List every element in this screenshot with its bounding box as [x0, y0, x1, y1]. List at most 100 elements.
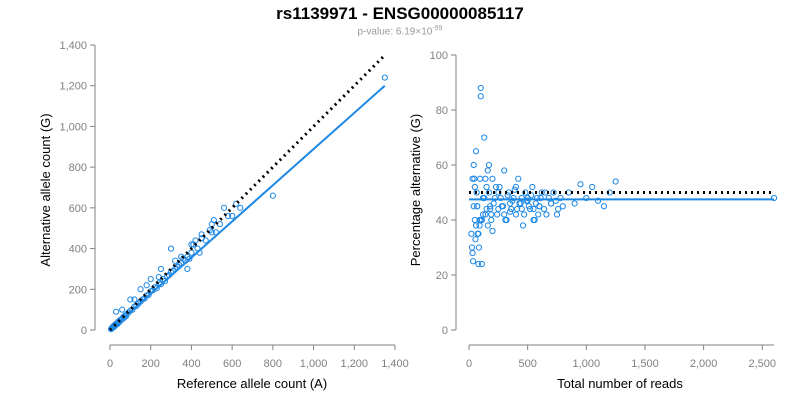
- data-point: [530, 216, 537, 224]
- x-tick-label: 1,000: [573, 358, 601, 370]
- data-point: [499, 203, 507, 210]
- data-point: [495, 205, 502, 213]
- data-point: [220, 204, 228, 211]
- y-tick-label: 80: [436, 105, 448, 117]
- data-point: [536, 203, 543, 210]
- data-point: [481, 194, 488, 202]
- data-point: [198, 231, 205, 238]
- y-tick-label: 100: [430, 50, 448, 62]
- data-point: [488, 216, 495, 224]
- data-point: [471, 183, 478, 191]
- y-axis-label: Percentage alternative (G): [408, 114, 423, 266]
- data-point: [471, 216, 478, 224]
- data-point: [577, 181, 584, 188]
- data-point: [131, 296, 138, 303]
- data-point: [184, 265, 191, 273]
- data-point: [513, 205, 521, 213]
- y-tick-label: 800: [69, 162, 87, 174]
- data-point: [491, 194, 498, 202]
- y-tick-label: 600: [69, 203, 87, 215]
- data-point: [545, 194, 552, 202]
- data-point: [477, 175, 484, 182]
- data-point: [161, 278, 169, 285]
- x-tick-label: 200: [142, 358, 160, 370]
- data-point: [167, 245, 175, 252]
- data-point: [468, 244, 476, 251]
- y-axis-label: Alternative allele count (G): [38, 113, 53, 266]
- data-point: [153, 285, 160, 292]
- x-tick-label: 0: [466, 358, 472, 370]
- y-tick-label: 1,400: [59, 40, 87, 52]
- x-tick-label: 0: [107, 358, 113, 370]
- p-value-subtitle: p-value: 6.19×10-99: [0, 25, 800, 37]
- data-point: [538, 189, 545, 196]
- data-point: [472, 148, 480, 155]
- y-tick-label: 60: [436, 160, 448, 172]
- data-point: [478, 260, 486, 268]
- data-point: [475, 230, 482, 237]
- data-point: [552, 197, 559, 204]
- data-point: [475, 244, 483, 251]
- data-point: [492, 183, 500, 191]
- data-point: [489, 175, 496, 182]
- y-tick-label: 20: [436, 270, 448, 282]
- data-point: [137, 286, 144, 293]
- data-point: [479, 211, 487, 218]
- data-point: [206, 227, 213, 234]
- data-point: [147, 276, 154, 283]
- data-point: [381, 74, 388, 81]
- y-tick-label: 0: [442, 325, 448, 337]
- data-point: [594, 197, 602, 204]
- data-point: [516, 200, 523, 207]
- data-point: [518, 205, 525, 213]
- x-tick-label: 2,500: [749, 358, 777, 370]
- data-point: [557, 194, 564, 202]
- data-point: [521, 211, 528, 218]
- data-point: [474, 203, 481, 210]
- data-point: [143, 282, 150, 289]
- data-point: [497, 194, 504, 202]
- x-tick-label: 400: [182, 358, 200, 370]
- data-point: [537, 194, 544, 202]
- data-point: [504, 192, 511, 199]
- data-point: [468, 230, 475, 237]
- data-point: [485, 161, 493, 169]
- data-point: [506, 208, 514, 215]
- reference-line: [108, 54, 386, 332]
- data-point: [210, 216, 217, 224]
- data-point: [485, 189, 493, 196]
- scatter-panel-right: 0 20 40 60 80 100 0 500 1,000 1,500 2,000 2,500 Tota…: [408, 50, 778, 391]
- data-point: [476, 222, 483, 229]
- data-point: [188, 241, 195, 248]
- data-point: [469, 249, 476, 257]
- data-point: [496, 183, 503, 191]
- data-point: [511, 186, 518, 193]
- data-point: [548, 200, 555, 207]
- data-point: [512, 211, 520, 218]
- data-point: [172, 257, 179, 264]
- data-point: [198, 235, 205, 242]
- data-point: [113, 308, 120, 315]
- data-point: [501, 211, 508, 218]
- data-point: [472, 222, 480, 229]
- data-point: [532, 200, 539, 207]
- data-point: [509, 197, 516, 204]
- data-point: [515, 175, 522, 182]
- x-tick-label: 1,000: [300, 358, 328, 370]
- y-tick-label: 1,000: [59, 121, 87, 133]
- data-point: [533, 194, 541, 202]
- data-point: [490, 200, 497, 207]
- data-point: [229, 212, 236, 220]
- data-point: [477, 84, 484, 92]
- data-point: [484, 222, 491, 229]
- regression-line: [109, 84, 386, 331]
- data-point: [483, 183, 490, 191]
- data-point: [540, 205, 548, 213]
- x-tick-label: 2,000: [690, 358, 718, 370]
- data-point: [525, 203, 532, 210]
- data-point: [559, 203, 566, 210]
- y-tick-label: 40: [436, 215, 448, 227]
- y-tick-label: 0: [81, 325, 87, 337]
- data-point: [488, 211, 495, 218]
- data-point: [470, 258, 477, 265]
